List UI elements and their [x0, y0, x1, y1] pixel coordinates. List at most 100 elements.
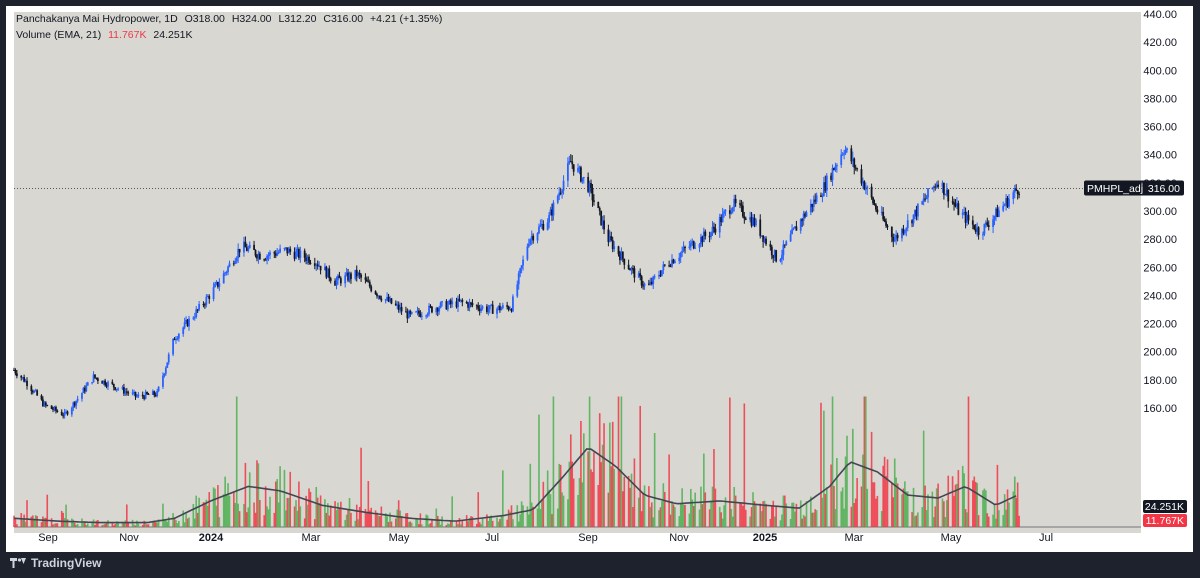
volume-bar	[718, 506, 721, 527]
volume-bar	[652, 517, 655, 527]
candle-body	[688, 246, 691, 248]
candle-body	[76, 398, 79, 401]
plot-area[interactable]	[14, 12, 1141, 533]
volume-bar	[740, 503, 743, 527]
candle-body	[620, 251, 623, 261]
candle-body	[637, 273, 640, 278]
volume-bar	[217, 485, 219, 527]
candle-body	[885, 221, 887, 226]
candle-body	[445, 301, 448, 310]
candle-body	[196, 309, 199, 311]
volume-bar	[477, 492, 480, 527]
volume-bar	[802, 514, 805, 527]
symbol-title[interactable]: Panchakanya Mai Hydropower, 1D	[16, 13, 178, 25]
volume-title[interactable]: Volume (EMA, 21)	[16, 29, 102, 41]
candle-body	[337, 275, 339, 281]
candle-body	[50, 405, 53, 409]
candle-body	[833, 167, 835, 171]
tradingview-logo[interactable]: TradingView	[10, 556, 101, 570]
volume-bar	[390, 521, 393, 527]
candle-body	[578, 167, 581, 169]
volume-bar	[34, 515, 37, 527]
volume-bar	[714, 488, 717, 527]
candle-body	[562, 180, 565, 191]
volume-bar	[823, 410, 825, 527]
tradingview-label: TradingView	[31, 556, 102, 570]
candle-body	[491, 304, 494, 314]
candle-body	[202, 304, 205, 306]
volume-bar	[927, 494, 929, 527]
volume-bar	[729, 397, 731, 527]
volume-bar	[253, 502, 255, 527]
candle-body	[794, 226, 796, 229]
y-tick-label: 360.00	[1143, 122, 1177, 134]
volume-bar	[653, 433, 656, 527]
volume-bar	[753, 501, 756, 527]
candle-body	[769, 244, 772, 247]
candle-body	[335, 280, 338, 286]
candle-body	[789, 234, 792, 242]
volume-bar	[957, 470, 960, 527]
volume-bar	[789, 519, 792, 527]
volume-bar	[218, 517, 221, 527]
candle-body	[649, 281, 652, 285]
candle-body	[96, 378, 99, 382]
volume-bar	[112, 525, 115, 527]
candle-body	[662, 264, 665, 271]
volume-bar	[435, 508, 438, 527]
candle-body	[669, 265, 672, 267]
candle-body	[953, 202, 955, 205]
volume-bar	[581, 482, 584, 527]
candle-body	[501, 305, 504, 309]
volume-bar	[227, 483, 229, 527]
candle-body	[630, 268, 633, 271]
x-tick-label: Nov	[119, 532, 139, 544]
volume-bar	[355, 504, 358, 527]
candle-body	[465, 301, 468, 304]
volume-bar	[613, 468, 615, 527]
candle-body	[821, 196, 824, 198]
volume-bar	[820, 402, 822, 527]
volume-bar	[755, 503, 757, 527]
candle-body	[580, 167, 582, 182]
volume-bar	[73, 522, 76, 527]
volume-bar	[915, 515, 918, 527]
candle-body	[457, 298, 459, 308]
candle-body	[164, 367, 167, 374]
volume-bar	[134, 525, 137, 527]
volume-bar	[82, 522, 85, 527]
candle-body	[997, 210, 1000, 217]
candle-body	[222, 273, 225, 284]
volume-bar	[461, 520, 464, 527]
volume-bar	[546, 470, 549, 527]
candle-body	[143, 396, 146, 399]
volume-bar	[559, 464, 562, 527]
volume-bar	[144, 521, 147, 527]
volume-bar	[700, 486, 702, 527]
candle-body	[83, 387, 86, 392]
volume-bar	[690, 488, 692, 527]
candle-body	[235, 257, 238, 262]
candle-body	[964, 211, 967, 223]
volume-bar	[784, 495, 786, 527]
candle-body	[154, 395, 157, 397]
candle-body	[617, 246, 620, 255]
candle-body	[740, 204, 743, 206]
volume-bar	[303, 518, 306, 527]
candle-body	[20, 376, 23, 378]
volume-bar	[674, 507, 676, 527]
volume-bar	[509, 511, 511, 527]
candle-body	[365, 279, 368, 282]
candle-body	[131, 392, 134, 394]
candle-body	[92, 374, 95, 383]
volume-bar	[974, 481, 977, 527]
volume-bars	[13, 396, 1020, 527]
candle-body	[510, 309, 513, 312]
candle-body	[63, 411, 66, 416]
candle-body	[700, 236, 702, 245]
candle-body	[248, 244, 251, 248]
candle-body	[856, 168, 859, 170]
volume-bar	[167, 517, 170, 527]
volume-bar	[668, 454, 670, 527]
price-tag[interactable]: PMHPL_adj 316.00	[1084, 180, 1184, 196]
